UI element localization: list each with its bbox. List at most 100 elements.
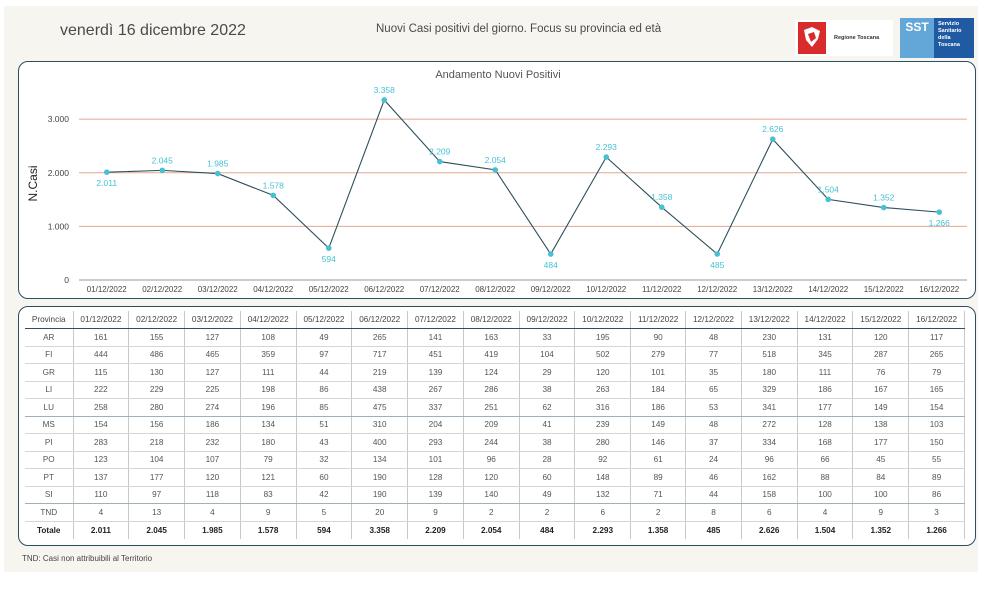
table-cell: 111 [240,363,297,382]
table-cell: 186 [797,381,854,399]
table-cell: 280 [128,398,186,417]
table-row: MS 154 156 186 134 51 310 204 209 41 239 149 48 272 12… [25,416,965,434]
table-cell: 2 [630,503,687,522]
data-point [714,251,721,257]
table-cell: 222 [73,381,130,399]
table-cell: 279 [630,346,687,364]
table-cell: 85 [296,398,353,417]
table-cell: 8 [685,503,742,522]
row-label: MS [25,416,74,434]
table-cell: 13 [128,503,186,522]
table-cell: 86 [296,381,353,399]
data-label: 2.626 [762,124,784,134]
column-header: 16/12/2022 [908,311,965,329]
table-header-row: Provincia 01/12/2022 02/12/2022 03/12/2022 0… [25,311,965,329]
table-cell: 127 [184,363,241,382]
column-header: 14/12/2022 [797,311,854,329]
table-cell: 120 [574,363,632,382]
data-point [603,154,610,160]
regione-logo-text: Regione Toscana [834,35,880,41]
table-cell: 108 [240,328,297,347]
table-cell: 130 [128,363,186,382]
table-cell: 168 [797,433,854,452]
table-cell: 329 [741,381,798,399]
table-cell: 24 [685,451,742,469]
table-cell: 44 [296,363,353,382]
table-cell: 2 [463,503,520,522]
table-cell: 41 [519,416,576,434]
table-cell: 9 [407,503,464,522]
x-tick-label: 11/12/2022 [642,285,682,294]
table-row: AR 161 155 127 108 49 265 141 163 33 195 90 48 230 131… [25,328,965,347]
y-axis-label: N.Casi [26,165,40,201]
column-header: 04/12/2022 [240,311,297,329]
table-cell: 38 [519,433,576,452]
table-cell: 263 [574,381,632,399]
data-label: 1.578 [263,180,285,190]
footnote: TND: Casi non attribuibili al Territorio [22,554,153,563]
table-cell: 51 [296,416,353,434]
table-cell: 89 [908,468,965,487]
data-point [270,192,277,199]
table-row: LI 222 229 225 198 86 438 267 286 38 263 184 65 329 18… [25,381,965,399]
data-label: 2.011 [96,178,117,188]
table-cell: 5 [296,503,353,522]
table-cell: 244 [463,433,520,452]
table-cell: 71 [630,486,687,504]
sst-logo-line: Servizio [938,21,960,27]
sst-logo-line: Toscana [938,42,960,48]
table-cell: 55 [908,451,965,469]
x-tick-label: 01/12/2022 [87,285,128,294]
table-cell: 107 [184,451,241,469]
table-cell: 337 [407,398,464,417]
table-cell: 251 [463,398,520,417]
y-tick-label: 1.000 [48,221,70,231]
x-tick-label: 13/12/2022 [753,285,794,294]
table-cell: 131 [797,328,854,347]
table-cell: 180 [240,433,297,452]
table-row: PO 123 104 107 79 32 134 101 96 28 92 61 24 96 66 45 55 [25,451,965,469]
x-tick-label: 03/12/2022 [198,285,239,294]
row-label: LI [25,381,74,399]
table-cell: 2.011 [73,520,130,539]
table-cell: 46 [685,468,742,487]
table-cell: 265 [908,346,965,364]
regione-emblem-icon [798,22,826,54]
table-cell: 345 [797,346,854,364]
row-label: TND [25,503,74,522]
table-cell: 486 [128,346,186,364]
table-cell: 28 [519,451,576,469]
table-cell: 4 [184,503,241,522]
line-chart: Andamento Nuovi Positivi N.Casi 0 1.000 2.00… [26,69,967,294]
x-tick-label: 08/12/2022 [475,285,516,294]
table-cell: 9 [852,503,910,522]
total-row: Totale 2.011 2.045 1.985 1.578 594 3.358 2.209 2… [25,520,965,539]
table-cell: 101 [407,451,464,469]
table-cell: 123 [73,451,130,469]
data-point [658,204,665,210]
table-cell: 118 [184,486,241,504]
table-cell: 60 [519,468,576,487]
table-cell: 120 [184,468,241,487]
x-tick-label: 12/12/2022 [697,285,738,294]
row-label: SI [25,486,74,504]
row-label: GR [25,363,74,382]
table-cell: 37 [685,433,742,452]
table-cell: 1.358 [630,520,687,539]
table-cell: 111 [797,363,854,382]
table-cell: 79 [908,363,965,382]
data-label: 594 [322,254,336,264]
table-cell: 225 [184,381,241,399]
table-cell: 42 [296,486,353,504]
table-cell: 20 [351,503,409,522]
table-cell: 103 [908,416,965,434]
row-label: PI [25,433,74,452]
table-cell: 128 [407,468,464,487]
table-cell: 137 [73,468,130,487]
column-header: 11/12/2022 [630,311,687,329]
table-cell: 140 [463,486,520,504]
table-cell: 1.352 [852,520,910,539]
x-tick-label: 05/12/2022 [309,285,350,294]
table-cell: 155 [128,328,186,347]
table-cell: 265 [351,328,409,347]
